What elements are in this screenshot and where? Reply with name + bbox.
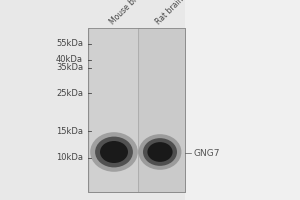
Ellipse shape (139, 134, 182, 170)
Ellipse shape (100, 141, 128, 163)
Ellipse shape (90, 132, 138, 172)
Bar (88, 28, 185, 192)
Bar (140, 28, 185, 192)
Ellipse shape (147, 142, 172, 162)
Bar (185, 0, 300, 200)
Ellipse shape (95, 137, 133, 167)
Text: 55kDa: 55kDa (56, 40, 83, 48)
Text: 25kDa: 25kDa (56, 88, 83, 98)
Bar (88, 28, 185, 192)
Text: 10kDa: 10kDa (56, 154, 83, 162)
Text: Rat brain: Rat brain (154, 0, 185, 26)
Text: Mouse brain: Mouse brain (108, 0, 147, 26)
Text: GNG7: GNG7 (193, 148, 220, 158)
Ellipse shape (143, 138, 177, 166)
Text: 35kDa: 35kDa (56, 64, 83, 72)
Text: 40kDa: 40kDa (56, 55, 83, 64)
Bar (90, 28, 138, 192)
Text: 15kDa: 15kDa (56, 127, 83, 136)
